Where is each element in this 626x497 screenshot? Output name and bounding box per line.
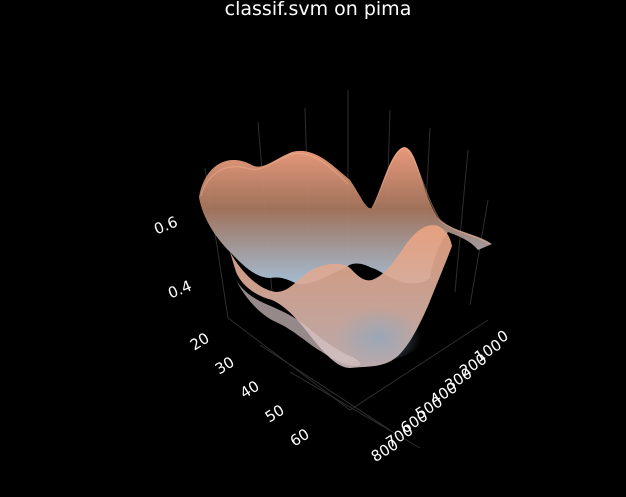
z-tick-label: 0.6	[151, 213, 180, 239]
y-tick-label: 50	[262, 401, 288, 426]
y-tick-label: 40	[237, 377, 263, 402]
z-axis-ticks: 0.4 0.6	[151, 213, 194, 303]
y-tick-label: 60	[287, 425, 313, 450]
y-tick-label: 20	[187, 329, 213, 354]
chart-title: classif.svm on pima	[225, 0, 412, 20]
y-tick-label: 30	[212, 353, 238, 378]
z-tick-label: 0.4	[165, 277, 194, 303]
surface-rim	[236, 280, 361, 366]
surface	[199, 147, 492, 368]
